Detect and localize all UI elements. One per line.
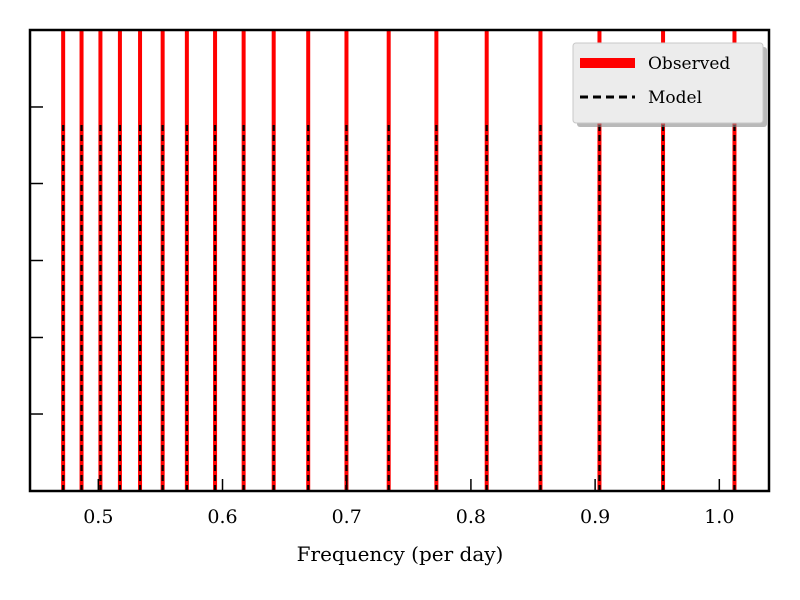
legend-label-model: Model: [648, 88, 702, 108]
x-tick-label-5: 0.9: [580, 506, 610, 528]
x-axis-label: Frequency (per day): [297, 542, 504, 566]
x-tick-label-2: 0.6: [207, 506, 237, 528]
x-tick-label-4: 0.8: [456, 506, 486, 528]
plot-marks: [61, 30, 737, 491]
x-tick-label-3: 0.7: [332, 506, 362, 528]
x-tick-label-1: 0.5: [83, 506, 113, 528]
axes: 0.5 0.6 0.7 0.8 0.9 1.0: [28, 28, 771, 528]
model-series: [62, 122, 736, 491]
x-tick-label-6: 1.0: [704, 506, 734, 528]
legend-label-observed: Observed: [648, 54, 730, 74]
legend: Observed Model: [572, 42, 767, 127]
